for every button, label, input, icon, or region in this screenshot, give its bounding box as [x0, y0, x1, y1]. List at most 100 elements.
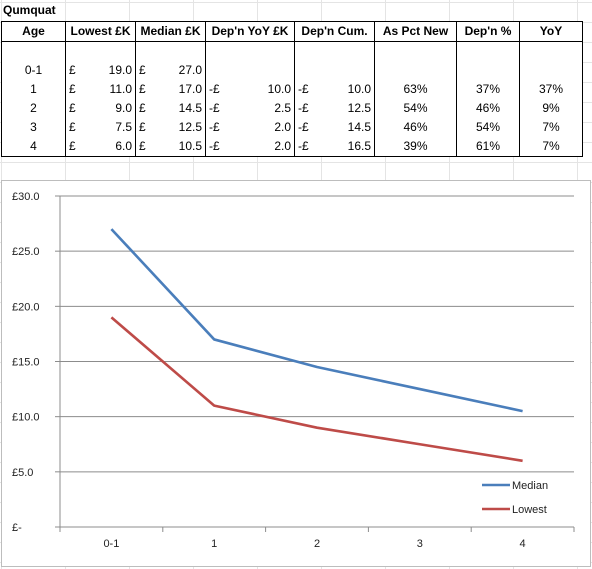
cell-pct-new[interactable]: 46%: [374, 118, 457, 137]
cell-age[interactable]: 0-1: [1, 61, 66, 80]
cell-age[interactable]: 4: [1, 137, 66, 157]
currency-symbol: -£: [209, 101, 220, 115]
cell-median[interactable]: £12.5: [135, 118, 206, 137]
currency-symbol: £: [139, 120, 146, 134]
cell-yoy[interactable]: 9%: [519, 99, 583, 118]
cell-yoy[interactable]: 7%: [519, 118, 583, 137]
y-tick-label: £20.0: [12, 301, 40, 313]
series-line-lowest: [110, 316, 523, 463]
cell-age[interactable]: 3: [1, 118, 66, 137]
cell-median[interactable]: £27.0: [135, 61, 206, 80]
cell-value: 19.0: [108, 63, 132, 77]
cell-dep-yoy[interactable]: -£ 10.0: [205, 80, 295, 99]
cell-yoy[interactable]: 37%: [519, 80, 583, 99]
header-age[interactable]: Age: [1, 21, 66, 42]
cell-median[interactable]: £14.5: [135, 99, 206, 118]
cell-median[interactable]: £10.5: [135, 137, 206, 157]
x-tick-label: 1: [211, 538, 217, 550]
cell-yoy[interactable]: 7%: [519, 137, 583, 157]
sheet-title[interactable]: Qumquat: [3, 3, 56, 17]
currency-symbol: -£: [209, 82, 220, 96]
legend-label-lowest: Lowest: [512, 504, 547, 516]
line-chart[interactable]: £- £5.0 £10.0 £15.0 £20.0 £25.0 £30.0 0-1 1 2 3 4 Me…: [1, 180, 591, 567]
table-row: 4 £6.0 £10.5 -£ 2.0 -£ 16.5 39% 61% 7%: [1, 137, 583, 157]
header-dep-pct[interactable]: Dep'n %: [456, 21, 520, 42]
cell-dep-yoy[interactable]: -£ 2.5: [205, 99, 295, 118]
currency-symbol: -£: [298, 101, 309, 115]
cell-value: 6.0: [115, 139, 132, 153]
cell-pct-new[interactable]: [374, 61, 457, 80]
cell-dep-cum[interactable]: -£ 16.5: [294, 137, 375, 157]
legend-label-median: Median: [512, 480, 548, 492]
cell-dep-pct[interactable]: [456, 61, 520, 80]
cell-value: 2.5: [274, 101, 291, 115]
chart-plot: £- £5.0 £10.0 £15.0 £20.0 £25.0 £30.0 0-1 1 2 3 4 Me…: [12, 191, 575, 550]
currency-symbol: £: [139, 63, 146, 77]
cell-dep-cum[interactable]: -£ 12.5: [294, 99, 375, 118]
table-row: 2 £9.0 £14.5 -£ 2.5 -£ 12.5 54% 46% 9%: [1, 99, 583, 118]
table-header-row: Age Lowest £K Median £K Dep'n YoY £K Dep…: [1, 21, 583, 42]
cell-yoy[interactable]: [519, 61, 583, 80]
cell-age[interactable]: 2: [1, 99, 66, 118]
cell-value: 10.5: [178, 139, 202, 153]
cell-value: 12.5: [178, 120, 202, 134]
cell-dep-pct[interactable]: 54%: [456, 118, 520, 137]
cell-value: 14.5: [347, 120, 371, 134]
y-tick-label: £5.0: [12, 467, 33, 479]
cell-value: 10.0: [267, 82, 291, 96]
currency-symbol: £: [139, 101, 146, 115]
cell-value: 27.0: [178, 63, 202, 77]
header-dep-cum[interactable]: Dep'n Cum.: [294, 21, 375, 42]
cell-lowest[interactable]: £11.0: [65, 80, 136, 99]
header-yoy[interactable]: YoY: [519, 21, 583, 42]
table-row: 3 £7.5 £12.5 -£ 2.0 -£ 14.5 46% 54% 7%: [1, 118, 583, 137]
cell-dep-pct[interactable]: 46%: [456, 99, 520, 118]
header-median[interactable]: Median £K: [135, 21, 206, 42]
table-body: 0-1 £19.0 £27.0 1 £11.0 £17.0 -£ 10.0 -£ 10.0 63% 3…: [1, 41, 583, 157]
cell-dep-cum[interactable]: [294, 61, 375, 80]
currency-symbol: £: [69, 101, 76, 115]
x-tick-label: 3: [417, 538, 423, 550]
cell-dep-yoy[interactable]: -£ 2.0: [205, 137, 295, 157]
cell-dep-pct[interactable]: 37%: [456, 80, 520, 99]
currency-symbol: £: [69, 63, 76, 77]
header-lowest[interactable]: Lowest £K: [65, 21, 136, 42]
currency-symbol: £: [69, 139, 76, 153]
cell-value: 7.5: [115, 120, 132, 134]
cell-value: 10.0: [347, 82, 371, 96]
x-tick-label: 4: [520, 538, 526, 550]
cell-lowest[interactable]: £9.0: [65, 99, 136, 118]
y-tick-label: £15.0: [12, 357, 40, 369]
cell-lowest[interactable]: £19.0: [65, 61, 136, 80]
currency-symbol: £: [139, 139, 146, 153]
cell-value: 16.5: [347, 139, 371, 153]
cell-dep-yoy[interactable]: -£ 2.0: [205, 118, 295, 137]
cell-pct-new[interactable]: 54%: [374, 99, 457, 118]
y-tick-label: £-: [12, 522, 22, 534]
cell-dep-cum[interactable]: -£ 14.5: [294, 118, 375, 137]
cell-pct-new[interactable]: 63%: [374, 80, 457, 99]
currency-symbol: -£: [298, 120, 309, 134]
y-tick-label: £25.0: [12, 246, 40, 258]
cell-median[interactable]: £17.0: [135, 80, 206, 99]
cell-pct-new[interactable]: 39%: [374, 137, 457, 157]
cell-value: 17.0: [178, 82, 202, 96]
y-tick-label: £10.0: [12, 412, 40, 424]
table-row: 0-1 £19.0 £27.0: [1, 61, 583, 80]
currency-symbol: -£: [209, 139, 220, 153]
header-dep-yoy[interactable]: Dep'n YoY £K: [205, 21, 295, 42]
cell-lowest[interactable]: £7.5: [65, 118, 136, 137]
cell-age[interactable]: 1: [1, 80, 66, 99]
currency-symbol: -£: [209, 120, 220, 134]
cell-value: 11.0: [109, 82, 132, 96]
currency-symbol: £: [69, 82, 76, 96]
series-line-median: [110, 228, 523, 413]
cell-dep-cum[interactable]: -£ 10.0: [294, 80, 375, 99]
cell-dep-pct[interactable]: 61%: [456, 137, 520, 157]
header-pct-new[interactable]: As Pct New: [374, 21, 457, 42]
cell-lowest[interactable]: £6.0: [65, 137, 136, 157]
currency-symbol: -£: [298, 139, 309, 153]
cell-dep-yoy[interactable]: [205, 61, 295, 80]
y-tick-label: £30.0: [12, 191, 40, 203]
x-tick-label: 0-1: [103, 538, 119, 550]
